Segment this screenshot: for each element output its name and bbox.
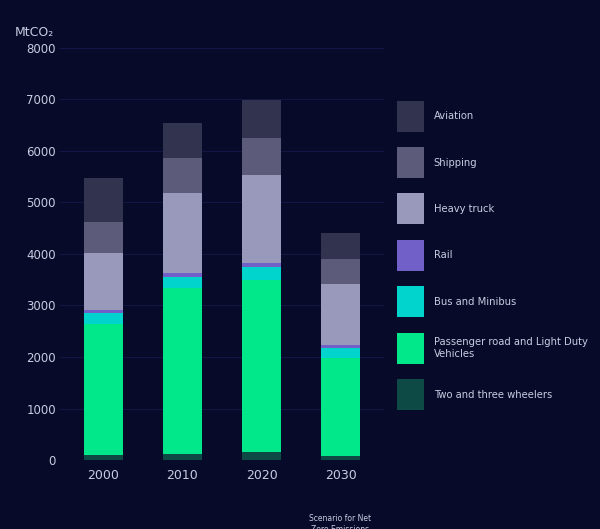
- Bar: [321, 284, 360, 345]
- Bar: [163, 453, 202, 460]
- Bar: [321, 358, 360, 456]
- Bar: [163, 288, 202, 453]
- Bar: [84, 313, 123, 324]
- FancyBboxPatch shape: [397, 147, 424, 178]
- Bar: [84, 253, 123, 310]
- Bar: [163, 273, 202, 277]
- FancyBboxPatch shape: [397, 379, 424, 410]
- Text: Passenger road and Light Duty Vehicles: Passenger road and Light Duty Vehicles: [434, 338, 587, 359]
- Bar: [321, 259, 360, 284]
- Text: Rail: Rail: [434, 250, 452, 260]
- Text: Scenario for Net
Zero Emissions
by 2050: Scenario for Net Zero Emissions by 2050: [310, 514, 371, 529]
- Bar: [163, 193, 202, 273]
- Bar: [84, 455, 123, 460]
- Text: Heavy truck: Heavy truck: [434, 204, 494, 214]
- Text: Two and three wheelers: Two and three wheelers: [434, 390, 552, 399]
- Text: Aviation: Aviation: [434, 111, 474, 121]
- FancyBboxPatch shape: [397, 101, 424, 132]
- Bar: [321, 348, 360, 358]
- Text: Bus and Minibus: Bus and Minibus: [434, 297, 516, 307]
- FancyBboxPatch shape: [397, 240, 424, 271]
- Bar: [321, 456, 360, 460]
- FancyBboxPatch shape: [397, 286, 424, 317]
- Bar: [242, 280, 281, 452]
- Bar: [163, 158, 202, 193]
- FancyBboxPatch shape: [397, 333, 424, 364]
- Bar: [84, 223, 123, 253]
- Bar: [163, 277, 202, 288]
- Bar: [84, 324, 123, 455]
- Bar: [242, 101, 281, 138]
- Bar: [242, 263, 281, 267]
- Bar: [321, 345, 360, 348]
- Bar: [242, 175, 281, 263]
- Bar: [321, 233, 360, 259]
- Bar: [163, 123, 202, 158]
- Bar: [242, 267, 281, 280]
- Bar: [84, 178, 123, 223]
- Bar: [242, 138, 281, 175]
- Text: MtCO₂: MtCO₂: [14, 26, 54, 39]
- Bar: [84, 310, 123, 313]
- Text: Shipping: Shipping: [434, 158, 478, 168]
- Bar: [242, 452, 281, 460]
- FancyBboxPatch shape: [397, 194, 424, 224]
